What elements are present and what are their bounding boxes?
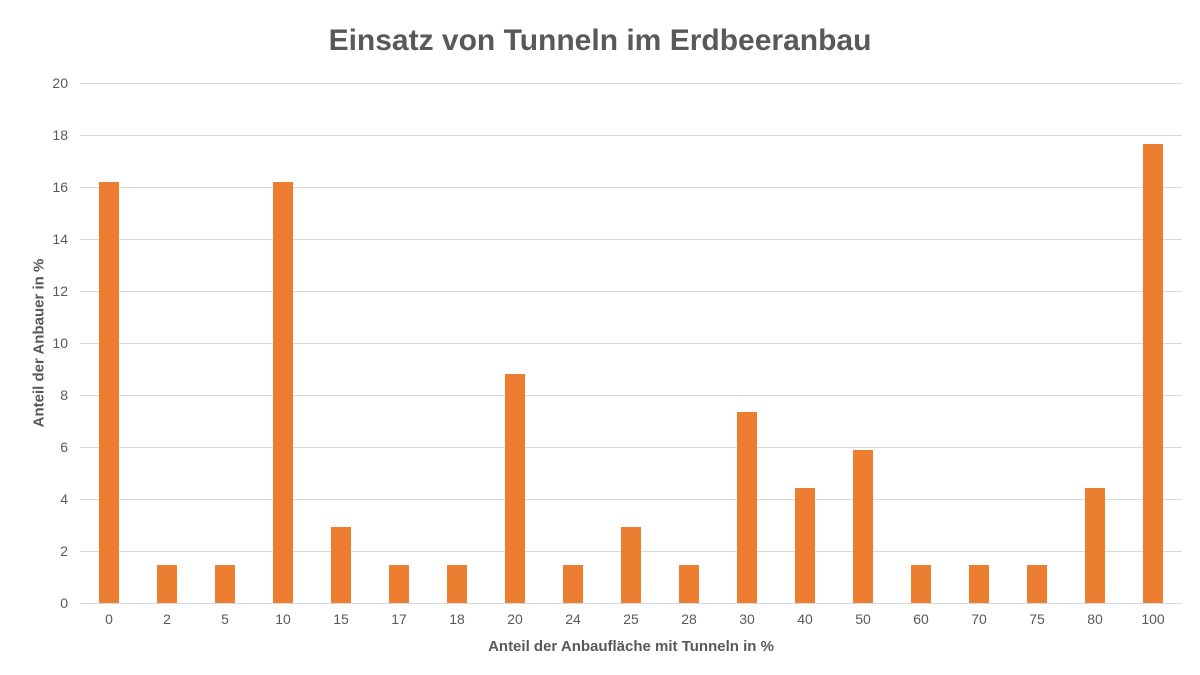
x-tick-label-75: 75 [1029,611,1045,627]
y-tick-label-8: 8 [60,387,68,403]
x-tick-label-0: 0 [105,611,113,627]
x-tick-label-18: 18 [449,611,465,627]
y-tick-label-16: 16 [52,179,68,195]
x-tick-label-24: 24 [565,611,581,627]
bar-2 [157,564,177,603]
x-tick-label-15: 15 [333,611,349,627]
x-tick-label-60: 60 [913,611,929,627]
y-tick-label-12: 12 [52,283,68,299]
x-tick-label-20: 20 [507,611,523,627]
chart-title: Einsatz von Tunneln im Erdbeeranbau [328,24,872,57]
bar-75 [1027,564,1047,603]
gridline [80,135,1182,136]
bar-15 [331,526,351,603]
bar-70 [969,564,989,603]
gridline [80,499,1182,500]
y-tick-label-18: 18 [52,127,68,143]
y-tick-label-2: 2 [60,543,68,559]
bar-28 [679,564,699,603]
x-axis-title: Anteil der Anbaufläche mit Tunneln in % [488,638,774,655]
x-tick-label-30: 30 [739,611,755,627]
x-tick-label-40: 40 [797,611,813,627]
bar-100 [1143,144,1163,603]
gridline [80,291,1182,292]
bar-0 [99,182,119,603]
x-axis-line [80,603,1182,604]
x-tick-label-17: 17 [391,611,407,627]
bar-20 [505,373,525,603]
bar-30 [737,411,757,603]
gridline [80,395,1182,396]
bar-10 [273,182,293,603]
y-tick-label-14: 14 [52,231,68,247]
gridline [80,447,1182,448]
x-tick-label-100: 100 [1141,611,1165,627]
bar-60 [911,564,931,603]
gridline [80,187,1182,188]
x-tick-label-70: 70 [971,611,987,627]
x-tick-label-50: 50 [855,611,871,627]
y-tick-label-4: 4 [60,491,68,507]
y-tick-label-20: 20 [52,75,68,91]
gridline [80,343,1182,344]
bar-24 [563,564,583,603]
x-tick-label-2: 2 [163,611,171,627]
x-tick-label-5: 5 [221,611,229,627]
y-tick-label-0: 0 [60,595,68,611]
gridline [80,83,1182,84]
bar-50 [853,450,873,603]
x-tick-label-25: 25 [623,611,639,627]
bar-18 [447,564,467,603]
bar-25 [621,526,641,603]
plot-area [80,83,1182,604]
gridline [80,239,1182,240]
x-tick-label-10: 10 [275,611,291,627]
x-tick-label-80: 80 [1087,611,1103,627]
bar-5 [215,564,235,603]
y-tick-label-6: 6 [60,439,68,455]
bar-40 [795,488,815,603]
bar-17 [389,564,409,603]
x-tick-label-28: 28 [681,611,697,627]
y-tick-label-10: 10 [52,335,68,351]
bar-80 [1085,488,1105,603]
